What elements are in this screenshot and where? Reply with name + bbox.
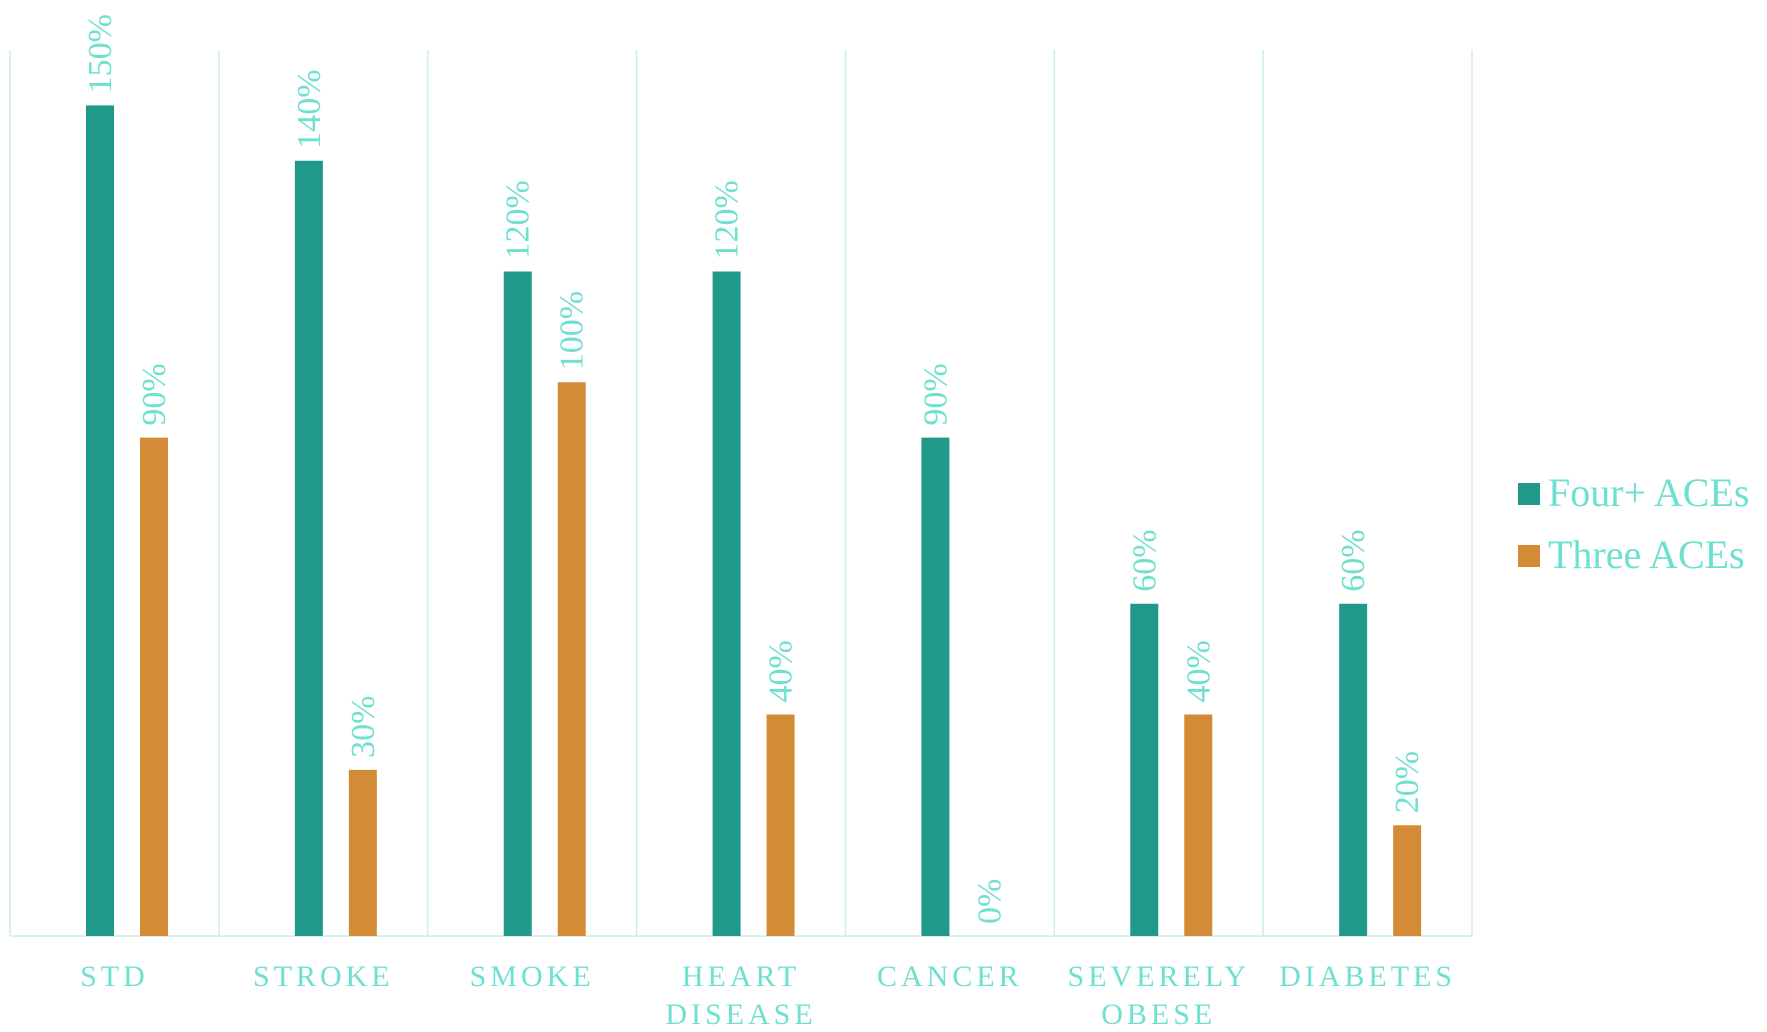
data-label: 40% [763,640,800,702]
data-label: 60% [1126,529,1163,591]
legend-label: Four+ ACEs [1548,470,1749,515]
bar-four-aces-1 [294,160,323,936]
category-label: SEVERELY [1068,960,1250,993]
category-label: SMOKE [470,960,595,993]
category-label: DISEASE [665,998,816,1027]
category-label: OBESE [1101,998,1216,1027]
bar-three-aces-2 [557,382,586,936]
legend-label: Three ACEs [1548,532,1745,577]
data-label: 120% [709,180,746,259]
data-label: 30% [345,696,382,758]
bar-three-aces-0 [140,437,168,936]
bar-four-aces-4 [921,437,950,936]
data-label: 20% [1389,751,1426,813]
bar-four-aces-3 [712,271,741,936]
data-label: 90% [917,363,954,425]
bar-three-aces-6 [1393,825,1422,936]
data-label: 120% [500,180,537,259]
data-label: 90% [136,363,173,425]
legend-swatch-four-aces [1518,483,1540,505]
bar-four-aces-6 [1339,603,1368,936]
data-label: 60% [1335,529,1372,591]
category-label: HEART [682,960,800,993]
category-label: CANCER [877,960,1023,993]
bar-three-aces-5 [1184,714,1213,936]
bar-four-aces-2 [503,271,532,936]
bar-four-aces-0 [86,105,114,936]
category-label: DIABETES [1279,960,1456,993]
data-label: 0% [971,879,1008,924]
category-label: STD [80,960,149,993]
data-label: 40% [1180,640,1217,702]
bar-three-aces-3 [766,714,795,936]
category-label: STROKE [253,960,394,993]
bar-four-aces-5 [1130,603,1159,936]
data-label: 100% [554,291,591,370]
legend-swatch-three-aces [1518,545,1540,567]
data-label: 150% [82,14,119,93]
data-label: 140% [291,69,328,148]
bar-three-aces-1 [348,769,377,936]
